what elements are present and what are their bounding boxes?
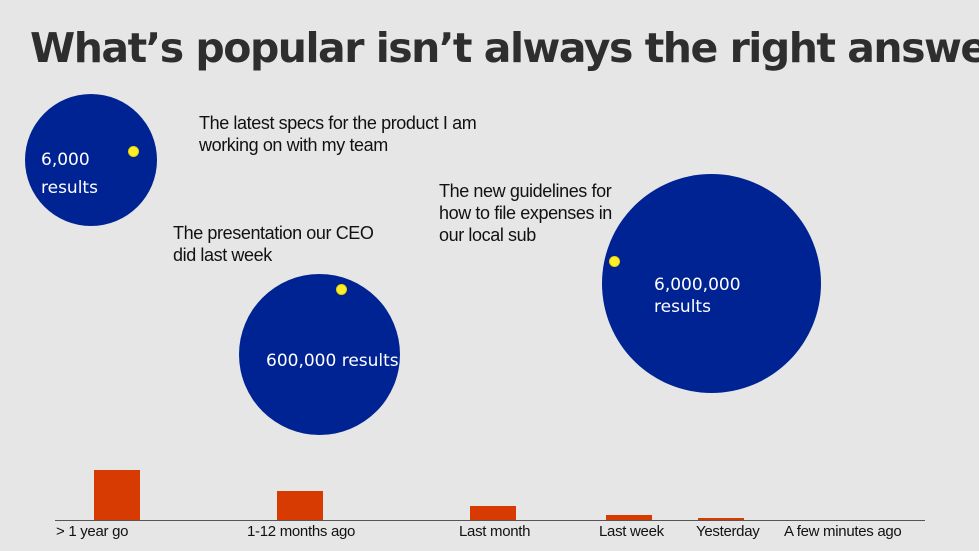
caption-product-specs: The latest specs for the product I am wo… — [199, 113, 477, 155]
slide-title: What’s popular isn’t always the right an… — [30, 24, 979, 72]
results-label-small: 6,000 results — [41, 150, 98, 198]
x-tick-label: Last week — [599, 523, 664, 540]
bar — [698, 518, 744, 520]
x-tick-label: > 1 year go — [56, 523, 129, 540]
x-axis — [55, 520, 925, 521]
results-label-medium: 600,000 results — [266, 351, 399, 371]
marker-dot — [336, 284, 347, 295]
bar — [470, 506, 516, 520]
bar — [277, 491, 323, 520]
marker-dot — [128, 146, 139, 157]
x-tick-label: Last month — [459, 523, 531, 540]
caption-expense-guidelines: The new guidelines for how to file expen… — [439, 181, 612, 245]
caption-ceo-presentation: The presentation our CEO did last week — [173, 223, 374, 265]
results-bubble-small — [25, 94, 157, 226]
results-bubble-large — [602, 174, 821, 393]
bar — [94, 470, 140, 520]
results-bubble-medium — [239, 274, 400, 435]
x-tick-label: 1-12 months ago — [247, 523, 356, 540]
marker-dot — [609, 256, 620, 267]
x-tick-label: A few minutes ago — [784, 523, 902, 540]
results-label-large: 6,000,000 results — [654, 275, 741, 317]
bar — [606, 515, 652, 520]
x-tick-label: Yesterday — [696, 523, 760, 540]
